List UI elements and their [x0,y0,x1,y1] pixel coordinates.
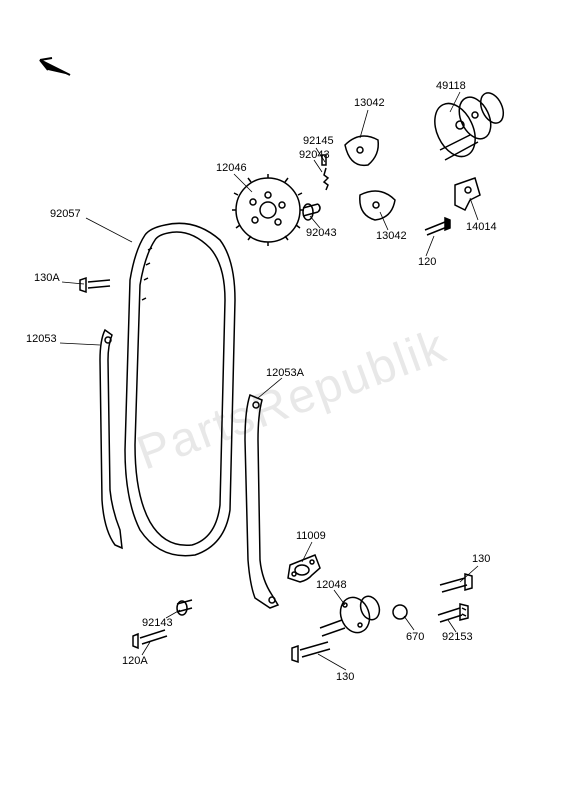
upper-weight-part [345,136,378,165]
label-11009: 11009 [296,530,326,542]
bolt-120-part [425,218,450,235]
label-92153: 92153 [442,631,473,643]
label-130-a: 130 [472,553,490,565]
direction-arrow [40,58,70,75]
lower-weight-part [360,191,395,220]
label-49118: 49118 [436,80,466,92]
bolt-130a-part [80,278,110,292]
bracket-part [455,178,480,210]
bolt-130-upper-part [440,574,472,592]
label-14014: 14014 [466,221,497,233]
label-92043-b: 92043 [306,227,337,239]
label-130-b: 130 [336,671,354,683]
collar-part [177,600,192,615]
spring-part [324,168,328,190]
timing-chain-part [125,223,235,555]
bolt-130-lower-part [292,642,330,662]
label-13042-a: 13042 [354,97,385,109]
label-12053: 12053 [26,333,57,345]
label-13042-b: 13042 [376,230,407,242]
label-92143: 92143 [142,617,173,629]
label-92057: 92057 [50,208,81,220]
guide-12053-part [100,330,122,548]
label-670: 670 [406,631,424,643]
guide-12053a-part [245,395,278,608]
tensioner-part [320,593,383,636]
bolt-120a-part [133,630,167,648]
label-92043-a: 92043 [299,149,330,161]
sprocket-part [232,174,304,246]
label-92145: 92145 [303,135,334,147]
label-120a: 120A [122,655,148,667]
parts-diagram [0,0,584,800]
label-12046: 12046 [216,162,247,174]
label-12053a: 12053A [266,367,304,379]
label-130a: 130A [34,272,60,284]
label-120: 120 [418,256,436,268]
camshaft-part [427,89,508,163]
gasket-part [288,555,320,582]
bolt-92153-part [438,604,468,622]
label-12048: 12048 [316,579,347,591]
